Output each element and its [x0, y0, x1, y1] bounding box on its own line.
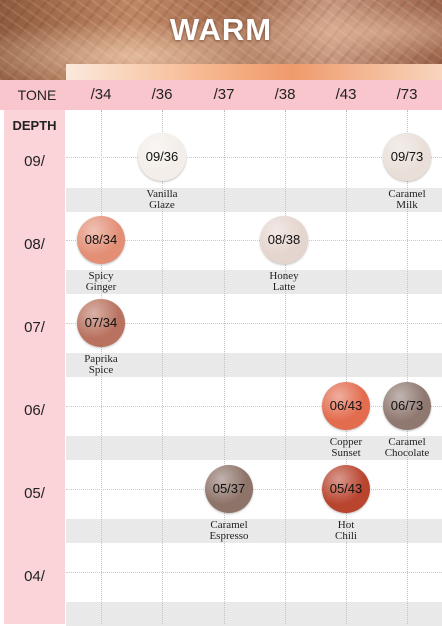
shade-name-line2: Latte	[272, 281, 296, 293]
grid-line	[66, 323, 442, 324]
depth-label: DEPTH	[12, 118, 57, 133]
tone-label: TONE	[17, 87, 57, 103]
swatch-06-73[interactable]: 06/73	[383, 382, 431, 430]
shade-name-line1: Caramel	[210, 519, 248, 531]
row-band-07	[66, 353, 442, 377]
depth-06: 06/	[24, 402, 45, 419]
tone-36: /36	[151, 86, 173, 103]
page-title: WARM	[169, 12, 273, 47]
shade-name-line1: Caramel	[388, 188, 426, 200]
grid-line	[407, 110, 408, 624]
depth-04: 04/	[24, 568, 45, 585]
grid-line	[162, 110, 163, 624]
shade-name-line2: Chili	[334, 530, 357, 542]
depth-09: 09/	[24, 153, 45, 170]
tone-34: /34	[90, 86, 112, 103]
row-band-09	[66, 188, 442, 212]
tone-header-row: TONE /34 /36 /37 /38 /43 /73	[0, 80, 442, 110]
grid-line	[66, 157, 442, 158]
shade-name-line2: Milk	[396, 199, 418, 211]
swatch-08-38[interactable]: 08/38	[260, 216, 308, 264]
grid-line	[285, 110, 286, 624]
shade-name-line1: Honey	[269, 270, 299, 282]
swatch-05-43[interactable]: 05/43	[322, 465, 370, 513]
tone-43: /43	[335, 86, 357, 103]
shade-name-line1: Spicy	[88, 270, 114, 282]
tone-37: /37	[213, 86, 235, 103]
shade-name-line1: Copper	[329, 436, 363, 448]
grid-line	[66, 489, 442, 490]
depth-07: 07/	[24, 319, 45, 336]
swatch-05-37[interactable]: 05/37	[205, 465, 253, 513]
grid-line	[66, 406, 442, 407]
shade-name-line1: Vanilla	[146, 188, 178, 200]
shade-name-line2: Sunset	[331, 447, 361, 459]
row-band-06	[66, 436, 442, 460]
grid-line	[66, 240, 442, 241]
shade-name-line1: Caramel	[388, 436, 426, 448]
row-band-08	[66, 270, 442, 294]
grid-line	[224, 110, 225, 624]
depth-05: 05/	[24, 485, 45, 502]
depth-column	[4, 110, 65, 624]
swatch-09-36[interactable]: 09/36	[138, 133, 186, 181]
row-band-05	[66, 519, 442, 543]
shade-name-line2: Glaze	[149, 199, 175, 211]
grid-line	[66, 572, 442, 573]
depth-08: 08/	[24, 236, 45, 253]
swatch-08-34[interactable]: 08/34	[77, 216, 125, 264]
tone-38: /38	[274, 86, 296, 103]
shade-name-line2: Spice	[88, 364, 114, 376]
grid-line	[101, 110, 102, 624]
swatch-09-73[interactable]: 09/73	[383, 133, 431, 181]
shade-name-line2: Ginger	[85, 281, 117, 293]
accent-bar	[66, 64, 442, 80]
swatch-06-43[interactable]: 06/43	[322, 382, 370, 430]
grid-line	[346, 110, 347, 624]
row-band-04	[66, 602, 442, 626]
shade-name-line2: Chocolate	[384, 447, 430, 459]
shade-name-line2: Espresso	[209, 530, 249, 542]
swatch-07-34[interactable]: 07/34	[77, 299, 125, 347]
tone-73: /73	[396, 86, 418, 103]
shade-name-line1: Paprika	[84, 353, 118, 365]
shade-name-line1: Hot	[337, 519, 355, 531]
